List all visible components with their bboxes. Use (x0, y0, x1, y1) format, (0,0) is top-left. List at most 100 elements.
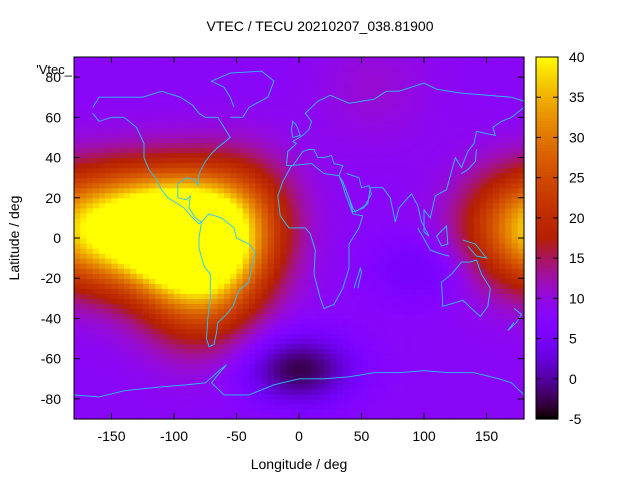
heatmap-cell (442, 328, 450, 335)
heatmap-cell (349, 403, 356, 410)
heatmap-cell (261, 167, 269, 174)
heatmap-cell (211, 157, 219, 164)
heatmap-cell (367, 117, 375, 123)
heatmap-cell (480, 288, 488, 294)
heatmap-cell (105, 122, 113, 128)
heatmap-cell (130, 152, 138, 159)
heatmap-cell (92, 82, 100, 88)
heatmap-cell (74, 147, 81, 154)
heatmap-cell (311, 92, 319, 98)
heatmap-cell (274, 227, 281, 234)
heatmap-cell (342, 383, 350, 390)
heatmap-cell (74, 338, 81, 345)
heatmap-cell (167, 353, 175, 360)
heatmap-cell (442, 207, 450, 214)
heatmap-cell (417, 248, 425, 254)
heatmap-cell (386, 308, 394, 315)
heatmap-cell (167, 403, 175, 410)
heatmap-cell (130, 147, 138, 154)
heatmap-cell (449, 308, 456, 315)
heatmap-cell (249, 398, 256, 405)
heatmap-cell (130, 303, 138, 309)
heatmap-cell (361, 398, 369, 405)
heatmap-cell (286, 182, 294, 189)
heatmap-cell (242, 298, 250, 304)
heatmap-cell (417, 197, 425, 204)
heatmap-cell (186, 182, 194, 189)
heatmap-cell (261, 227, 269, 234)
heatmap-cell (124, 353, 131, 360)
heatmap-cell (124, 263, 131, 269)
heatmap-cell (480, 243, 488, 249)
heatmap-cell (355, 232, 363, 239)
heatmap-cell (249, 57, 256, 63)
heatmap-cell (455, 132, 463, 139)
heatmap-cell (255, 273, 263, 279)
heatmap-cell (405, 313, 413, 320)
heatmap-cell (192, 408, 200, 415)
heatmap-cell (399, 318, 406, 325)
heatmap-cell (311, 323, 319, 330)
heatmap-cell (474, 313, 481, 320)
heatmap-cell (224, 373, 231, 380)
heatmap-cell (299, 157, 306, 164)
heatmap-cell (142, 298, 150, 304)
heatmap-cell (436, 157, 444, 164)
heatmap-cell (205, 162, 213, 169)
heatmap-cell (305, 97, 313, 103)
heatmap-cell (311, 132, 319, 139)
heatmap-cell (211, 408, 219, 415)
heatmap-cell (180, 132, 188, 139)
heatmap-cell (405, 278, 413, 284)
heatmap-cell (330, 202, 338, 209)
heatmap-cell (267, 97, 275, 103)
heatmap-cell (80, 313, 88, 320)
heatmap-cell (305, 142, 313, 149)
heatmap-cell (86, 57, 94, 63)
heatmap-cell (442, 308, 450, 315)
heatmap-cell (292, 383, 300, 390)
heatmap-cell (461, 348, 469, 355)
heatmap-cell (99, 298, 106, 304)
heatmap-cell (117, 232, 125, 239)
heatmap-cell (399, 177, 406, 184)
heatmap-cell (130, 348, 138, 355)
heatmap-cell (236, 258, 244, 264)
heatmap-cell (342, 162, 350, 169)
heatmap-cell (230, 378, 238, 385)
heatmap-cell (274, 182, 281, 189)
heatmap-cell (174, 293, 181, 299)
heatmap-cell (317, 363, 325, 370)
heatmap-cell (117, 288, 125, 294)
heatmap-cell (467, 388, 475, 395)
heatmap-cell (374, 202, 381, 209)
heatmap-cell (492, 157, 500, 164)
heatmap-cell (149, 222, 156, 229)
heatmap-cell (155, 227, 163, 234)
heatmap-cell (99, 197, 106, 204)
heatmap-cell (142, 258, 150, 264)
heatmap-cell (330, 222, 338, 229)
heatmap-cell (74, 152, 81, 159)
heatmap-cell (361, 182, 369, 189)
heatmap-cell (149, 177, 156, 184)
heatmap-cell (330, 207, 338, 214)
heatmap-cell (467, 343, 475, 350)
heatmap-cell (267, 202, 275, 209)
heatmap-cell (286, 217, 294, 224)
heatmap-cell (330, 232, 338, 239)
heatmap-cell (111, 263, 119, 269)
heatmap-cell (317, 308, 325, 315)
heatmap-cell (192, 92, 200, 98)
heatmap-cell (342, 112, 350, 118)
heatmap-cell (192, 278, 200, 284)
heatmap-cell (186, 107, 194, 113)
heatmap-cell (442, 92, 450, 98)
heatmap-cell (117, 72, 125, 78)
heatmap-cell (405, 348, 413, 355)
heatmap-cell (224, 62, 231, 68)
heatmap-cell (436, 283, 444, 289)
heatmap-cell (267, 238, 275, 244)
heatmap-cell (286, 328, 294, 335)
heatmap-cell (130, 227, 138, 234)
